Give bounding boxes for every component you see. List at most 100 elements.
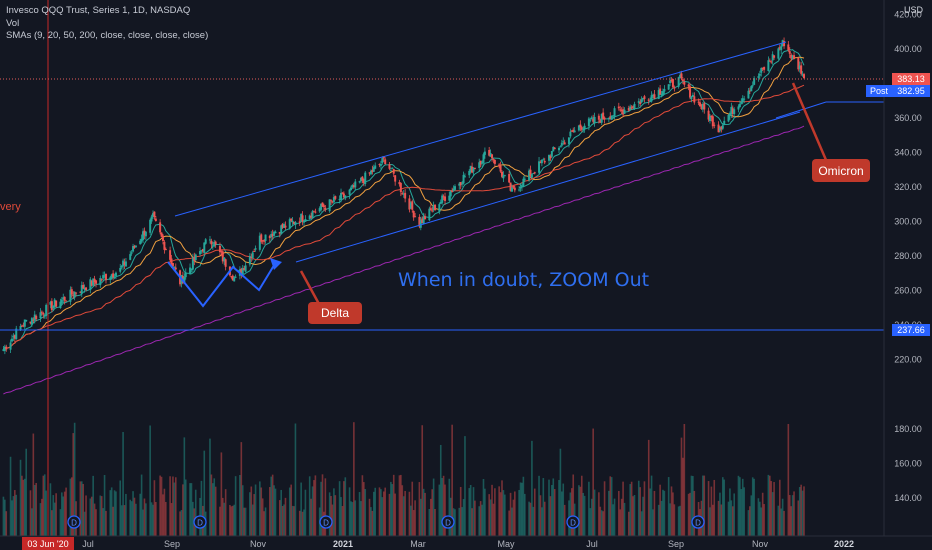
volume-bar	[368, 498, 371, 536]
candle-body	[632, 106, 635, 108]
candle-body	[334, 196, 337, 199]
volume-bar	[29, 490, 32, 536]
legend-volume[interactable]: Vol	[6, 17, 20, 29]
volume-bar	[380, 489, 382, 536]
candle-body	[204, 239, 207, 244]
volume-bar	[251, 504, 254, 536]
candle-body	[710, 115, 713, 118]
volume-bar	[727, 501, 730, 536]
candle-body	[134, 245, 137, 248]
candle-body	[643, 96, 646, 99]
candle-body	[170, 258, 173, 265]
candle-body	[379, 163, 382, 166]
volume-bar	[220, 452, 223, 536]
volume-bar	[169, 476, 171, 536]
candle-body	[767, 60, 770, 71]
volume-bar	[420, 498, 422, 536]
candle-body	[72, 294, 75, 296]
volume-tick-label: 180.00	[894, 424, 922, 434]
candle-body	[612, 115, 615, 117]
candle-body	[194, 254, 197, 261]
volume-bar	[590, 498, 593, 536]
volume-bar	[538, 475, 540, 536]
candle-body	[567, 137, 570, 145]
volume-bar	[751, 477, 754, 536]
candle-body	[258, 235, 261, 250]
volume-bar	[135, 503, 137, 536]
candle-body	[263, 239, 266, 242]
volume-bar	[632, 496, 634, 536]
volume-bar	[783, 510, 785, 536]
candle-body	[73, 291, 76, 298]
volume-bar	[499, 492, 502, 536]
volume-bar	[492, 503, 495, 536]
volume-bar	[444, 484, 446, 536]
candle-body	[468, 170, 471, 176]
delta-callout-label: Delta	[321, 306, 349, 320]
volume-bar	[402, 496, 405, 536]
volume-bar	[529, 502, 532, 536]
candle-body	[509, 182, 512, 191]
candle-body	[603, 117, 606, 120]
candle-body	[102, 275, 105, 279]
candle-body	[793, 55, 796, 60]
volume-bar	[155, 502, 157, 536]
volume-bar	[438, 484, 441, 536]
candle-body	[50, 301, 53, 310]
volume-bar	[669, 503, 671, 536]
candle-body	[243, 268, 246, 271]
candle-body	[577, 125, 580, 131]
candle-body	[640, 99, 643, 103]
candle-body	[122, 260, 125, 267]
left-partial-label: very	[0, 201, 21, 213]
candle-body	[248, 255, 251, 265]
candle-body	[250, 257, 253, 259]
volume-bar	[798, 487, 801, 536]
volume-bar	[273, 485, 275, 536]
volume-bar	[552, 478, 555, 536]
candle-body	[382, 156, 385, 159]
volume-bar	[580, 475, 583, 536]
volume-bar	[390, 481, 392, 536]
price-candles	[2, 37, 805, 355]
volume-bar	[394, 493, 396, 536]
volume-bar	[284, 497, 287, 536]
volume-bar	[749, 506, 751, 536]
volume-bar	[231, 505, 234, 536]
omicron-callout-box[interactable]	[812, 159, 870, 182]
candle-body	[264, 234, 267, 241]
volume-bar	[280, 489, 283, 536]
volume-bar	[278, 500, 281, 536]
volume-bar	[213, 478, 216, 536]
time-tick-label: Nov	[752, 539, 769, 549]
volume-bar	[314, 475, 317, 536]
delta-callout-box[interactable]	[308, 302, 362, 324]
candle-body	[213, 242, 216, 247]
candle-body	[422, 216, 425, 224]
volume-bar	[354, 500, 357, 536]
time-axis[interactable]	[0, 536, 932, 550]
volume-bar	[750, 495, 753, 536]
volume-bar	[221, 497, 224, 536]
candle-body	[659, 88, 662, 95]
volume-bar	[602, 511, 604, 536]
volume-bar	[89, 498, 92, 536]
candle-body	[421, 218, 424, 224]
volume-bar	[553, 489, 556, 536]
candle-body	[463, 176, 466, 178]
volume-bar	[331, 504, 334, 536]
candle-body	[757, 76, 760, 78]
candle-body	[790, 54, 793, 59]
candle-body	[629, 106, 632, 110]
candle-body	[691, 94, 694, 97]
legend-indicator[interactable]: SMAs (9, 20, 50, 200, close, close, clos…	[6, 30, 209, 41]
volume-bar	[401, 485, 404, 536]
candle-body	[25, 319, 28, 322]
legend-title[interactable]: Invesco QQQ Trust, Series 1, 1D, NASDAQ	[6, 5, 191, 16]
volume-bar	[65, 487, 67, 536]
candle-body	[670, 79, 673, 81]
volume-tick-label: 140.00	[894, 493, 922, 503]
zoom-out-headline[interactable]: When in doubt, ZOOM Out	[398, 269, 649, 291]
